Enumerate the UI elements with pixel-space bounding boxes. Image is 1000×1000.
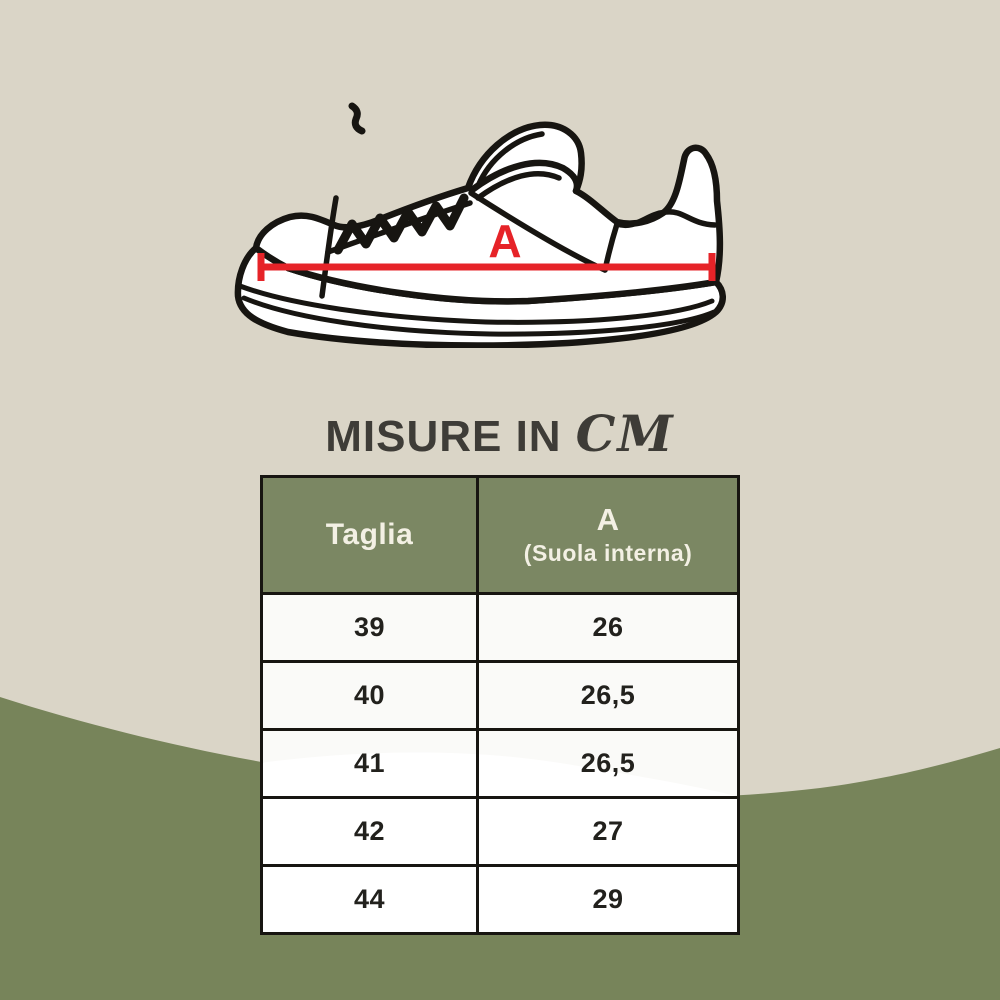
cell-taglia: 44 (259, 864, 480, 935)
size-table: Taglia A (Suola interna) 39 26 40 26,5 (259, 475, 740, 935)
table-row: 39 26 (259, 592, 740, 663)
cell-taglia: 41 (259, 728, 480, 799)
cell-taglia: 42 (259, 796, 480, 867)
cell-suola: 26,5 (476, 660, 740, 731)
cell-taglia: 40 (259, 660, 480, 731)
tongue-lower-edge (468, 159, 581, 195)
table-row: 41 26,5 (259, 728, 740, 799)
col-header-a: A (Suola interna) (476, 475, 740, 595)
size-table-wrap: Taglia A (Suola interna) 39 26 40 26,5 (259, 475, 740, 935)
col-header-a-sublabel: (Suola interna) (523, 540, 693, 566)
col-header-taglia-label: Taglia (325, 518, 414, 551)
tongue-inner-line (475, 131, 545, 189)
sole-line-upper (237, 283, 715, 325)
cell-suola: 27 (476, 796, 740, 867)
col-header-a-label: A (596, 502, 620, 537)
table-row: 42 27 (259, 796, 740, 867)
title-suffix-cm: CM (575, 404, 675, 463)
title-main: MISURE IN (325, 412, 562, 461)
shoe-illustration: A (234, 102, 726, 348)
table-row: 44 29 (259, 864, 740, 935)
sole-line-lower (241, 295, 717, 337)
lace-end (348, 102, 366, 135)
collar-opening-line (475, 171, 562, 201)
cell-suola: 29 (476, 864, 740, 935)
col-header-taglia: Taglia (259, 475, 480, 595)
measure-label: A (488, 215, 521, 267)
heel-patch-line (614, 209, 718, 229)
sneaker-drawing (234, 102, 726, 348)
cell-taglia: 39 (259, 592, 480, 663)
toe-seam (319, 195, 339, 299)
page-title: MISURE IN CM (0, 404, 1000, 477)
laces (333, 193, 469, 255)
table-row: 40 26,5 (259, 660, 740, 731)
measurement-overlay: A (257, 215, 716, 281)
header-row: Taglia A (Suola interna) (259, 475, 740, 595)
cell-suola: 26,5 (476, 728, 740, 799)
cell-suola: 26 (476, 592, 740, 663)
